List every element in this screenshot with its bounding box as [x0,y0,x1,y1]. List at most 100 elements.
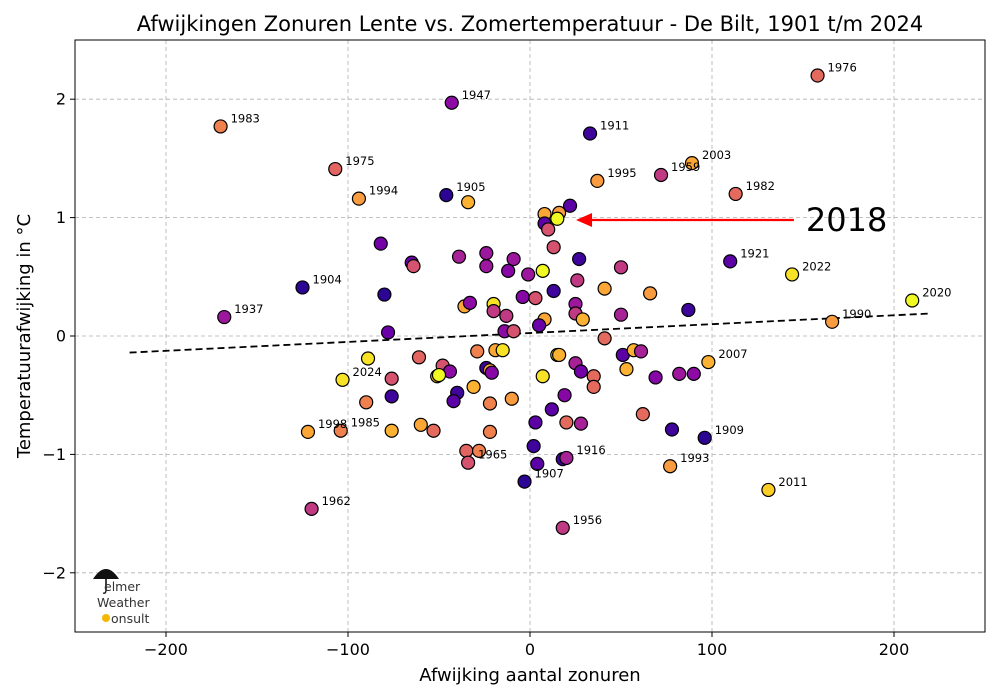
data-point [633,344,649,359]
data-point [575,312,590,327]
data-point [570,273,585,288]
point-label: 1956 [573,513,602,527]
data-point [550,211,565,226]
data-point [486,304,501,319]
point-label: 1911 [600,119,629,133]
data-point [528,291,543,306]
data-point [335,372,350,387]
point-label: 2020 [922,285,951,299]
chart-title: Afwijkingen Zonuren Lente vs. Zomertempe… [137,12,924,36]
point-label: 1976 [828,61,857,75]
grid [75,40,985,632]
trendline [129,312,931,354]
data-point [530,456,545,471]
data-point [411,350,427,365]
data-point [546,283,561,299]
data-point [559,415,574,430]
logo: elmer Weather onsult [93,569,150,626]
x-tick-label: 0 [525,640,535,659]
data-point [541,222,556,237]
data-point [446,394,461,409]
logo-line-3: onsult [111,611,149,626]
x-tick-label: −100 [326,640,370,659]
data-point [723,254,738,269]
point-label: 1990 [842,307,871,321]
data-point [728,186,743,202]
data-point [413,417,428,432]
data-point [470,344,485,359]
point-label: 1985 [351,416,380,430]
x-axis: −200 −100 0 100 200 [144,632,909,659]
data-point [482,396,498,411]
y-axis: −2 −1 0 1 2 [42,90,75,582]
data-point [761,482,776,498]
data-point [217,309,232,325]
data-point [663,459,678,474]
data-point [544,402,559,417]
data-point [373,236,388,251]
data-point [825,314,840,329]
point-label: 1962 [322,494,351,508]
data-point [377,287,392,302]
data-point [701,354,716,370]
data-point [528,415,543,430]
arrow-head-icon [576,212,593,227]
data-point [559,450,574,466]
data-point [482,424,498,440]
data-point [557,388,572,403]
y-tick-label: 0 [56,327,66,346]
data-point [479,246,494,261]
data-point [905,293,920,308]
point-label: 1905 [456,180,485,194]
data-point [535,263,550,278]
y-tick-label: −1 [42,445,66,464]
data-point [462,295,478,310]
data-point [635,407,650,422]
point-label: 1937 [234,302,263,316]
x-tick-label: −200 [144,640,188,659]
data-point [521,267,536,282]
data-point [384,389,399,404]
x-axis-label: Afwijking aantal zonuren [419,665,640,686]
x-tick-label: 200 [879,640,910,659]
point-label: 1994 [369,184,398,198]
data-point [572,251,587,267]
data-point [304,501,319,516]
data-point [484,365,499,380]
data-point [653,167,669,183]
data-point [517,474,532,489]
data-point [643,286,658,301]
point-label: 2024 [353,365,382,379]
data-point [499,308,514,323]
data-point [501,263,516,278]
data-point [597,281,612,296]
data-point [697,430,712,445]
data-point [684,156,700,171]
highlight-annotation: 2018 [576,201,887,239]
data-point [552,347,567,363]
data-point [384,371,399,386]
data-point [444,95,459,110]
point-label: 1998 [318,417,347,431]
point-label: 1921 [740,246,769,260]
data-point [351,191,367,206]
data-point [328,161,343,177]
point-label: 1983 [231,111,260,125]
data-point [461,455,476,470]
data-point [471,443,487,458]
y-tick-label: 1 [56,208,66,227]
point-label: 1916 [576,443,605,457]
data-point [586,379,601,395]
data-point [333,423,348,438]
data-point [672,366,687,381]
highlight-label: 2018 [806,201,887,239]
data-point [506,251,521,267]
point-label: 1959 [671,160,700,174]
point-label: 2003 [702,148,731,162]
data-point [459,443,474,458]
point-label: 1907 [535,467,564,481]
data-point [686,366,701,381]
y-tick-label: −2 [42,563,66,582]
data-point [359,395,374,410]
data-point [451,249,467,264]
